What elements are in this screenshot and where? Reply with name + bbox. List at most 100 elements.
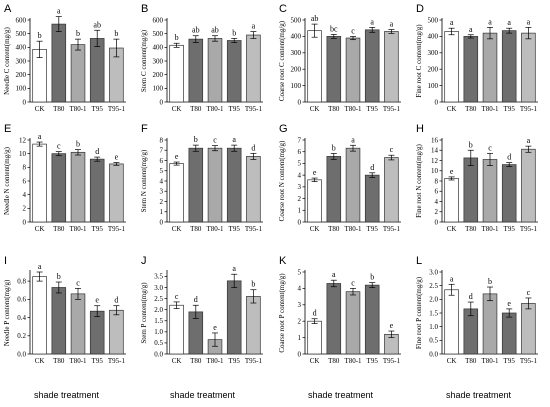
y-tick-label-j-6: 3.0 xyxy=(154,284,163,292)
y-tick-label-j-0: 0.0 xyxy=(154,350,163,358)
y-tick-label-b-2: 200 xyxy=(153,71,164,79)
category-label-j-0: CK xyxy=(172,357,182,365)
bar-f-3 xyxy=(226,147,242,223)
y-tick-label-i-4: 0.8 xyxy=(17,277,26,285)
y-tick-label-a-1: 100 xyxy=(16,85,27,93)
x-axis-label-col-1: shade treatment xyxy=(34,390,100,400)
bar-e-3 xyxy=(89,158,105,223)
category-label-g-4: T95-1 xyxy=(383,225,401,233)
category-label-d-3: T95 xyxy=(504,105,516,113)
bar-f-2 xyxy=(207,147,223,223)
category-label-i-3: T95 xyxy=(92,357,104,365)
category-label-h-1: T80 xyxy=(465,225,477,233)
category-label-k-1: T80 xyxy=(328,357,340,365)
y-tick-label-d-0: 0 xyxy=(435,98,439,106)
category-label-c-0: CK xyxy=(310,105,320,113)
y-tick-label-c-4: 400 xyxy=(291,33,302,41)
bar-d-3 xyxy=(501,30,517,103)
y-tick-label-c-0: 0 xyxy=(298,98,302,106)
sig-letter-d-1: a xyxy=(469,25,473,34)
x-axis-label-col-3: shade treatment xyxy=(308,390,374,400)
y-axis-title-b: Stem C content(mg/g) xyxy=(140,29,148,92)
y-tick-label-l-0: 0.0 xyxy=(429,350,438,358)
bar-g-3 xyxy=(364,174,380,223)
category-label-d-1: T80 xyxy=(465,105,477,113)
y-tick-label-h-1: 2 xyxy=(435,208,439,216)
y-tick-label-k-4: 4 xyxy=(298,285,302,293)
y-tick-label-j-1: 0.5 xyxy=(154,339,163,347)
y-tick-label-f-8: 8 xyxy=(160,136,164,144)
sig-letter-j-0: c xyxy=(175,292,179,301)
bar-b-2 xyxy=(207,38,223,103)
sig-letter-b-3: b xyxy=(232,28,236,37)
y-axis-title-l: Fine root P content(mg/g) xyxy=(415,276,423,349)
sig-letter-f-0: e xyxy=(175,152,179,161)
bar-j-4 xyxy=(246,296,261,355)
sig-letter-i-1: b xyxy=(57,272,61,281)
y-tick-label-a-6: 600 xyxy=(16,16,27,24)
y-tick-label-g-3: 3 xyxy=(298,183,302,191)
panel-letter-f: F xyxy=(141,123,148,135)
category-label-f-1: T80 xyxy=(190,225,202,233)
bar-k-3 xyxy=(364,284,380,355)
y-tick-label-c-3: 300 xyxy=(291,49,302,57)
bar-h-3 xyxy=(501,164,517,223)
category-label-a-2: T80-1 xyxy=(69,105,87,113)
y-tick-label-l-1: 0.5 xyxy=(429,337,438,345)
y-tick-label-g-7: 7 xyxy=(298,136,302,144)
category-label-d-2: T80-1 xyxy=(481,105,499,113)
bar-f-0 xyxy=(169,163,184,223)
category-label-j-2: T80-1 xyxy=(206,357,224,365)
y-axis-title-c: Coarse root C content(mg/g) xyxy=(278,20,286,101)
sig-letter-i-4: d xyxy=(114,296,118,305)
category-label-j-1: T80 xyxy=(190,357,202,365)
bar-f-1 xyxy=(188,147,204,223)
y-axis-title-h: Fine root N content(mg/g) xyxy=(415,143,423,217)
panel-letter-l: L xyxy=(416,255,422,267)
y-tick-label-e-0: 0 xyxy=(23,218,27,226)
y-tick-label-j-2: 1.0 xyxy=(154,328,163,336)
y-tick-label-c-5: 500 xyxy=(291,16,302,24)
bar-d-4 xyxy=(521,32,536,103)
sig-letter-h-2: c xyxy=(488,143,492,152)
sig-letter-l-4: c xyxy=(527,288,531,297)
category-label-j-3: T95 xyxy=(229,357,241,365)
sig-letter-a-1: a xyxy=(57,7,61,16)
y-tick-label-e-6: 12 xyxy=(19,136,27,144)
category-label-e-4: T95-1 xyxy=(108,225,126,233)
y-tick-label-h-8: 16 xyxy=(431,136,439,144)
y-tick-label-b-0: 0 xyxy=(160,98,164,106)
bar-e-2 xyxy=(70,151,86,223)
bar-g-0 xyxy=(307,179,322,223)
y-tick-label-d-4: 400 xyxy=(428,33,439,41)
sig-letter-a-4: b xyxy=(114,29,118,38)
y-tick-label-l-6: 3.0 xyxy=(429,268,438,276)
category-label-a-3: T95 xyxy=(92,105,104,113)
sig-letter-d-3: a xyxy=(507,18,511,27)
sig-letter-l-1: d xyxy=(469,292,473,301)
sig-letter-b-1: ab xyxy=(192,26,200,35)
sig-letter-d-4: a xyxy=(527,17,531,26)
bar-i-2 xyxy=(70,293,86,355)
bar-c-2 xyxy=(345,37,361,103)
sig-letter-h-3: d xyxy=(507,153,511,162)
sig-letter-a-2: b xyxy=(76,29,80,38)
y-axis-title-k: Coarse root P content(mg/g) xyxy=(278,273,286,353)
category-label-e-2: T80-1 xyxy=(69,225,87,233)
bar-i-4 xyxy=(109,309,124,355)
sig-letter-h-4: a xyxy=(527,136,531,145)
sig-letter-l-2: b xyxy=(488,277,492,286)
sig-letter-j-4: b xyxy=(251,280,255,289)
bar-l-0 xyxy=(444,289,459,355)
sig-letter-g-4: c xyxy=(390,145,394,154)
y-tick-label-l-4: 2.0 xyxy=(429,296,438,304)
y-tick-label-g-4: 4 xyxy=(298,171,302,179)
category-label-l-2: T80-1 xyxy=(481,357,499,365)
category-label-h-0: CK xyxy=(447,225,457,233)
y-tick-label-g-2: 2 xyxy=(298,195,302,203)
panel-letter-b: B xyxy=(141,3,148,15)
bar-a-3 xyxy=(89,38,105,103)
category-label-g-0: CK xyxy=(310,225,320,233)
category-label-g-3: T95 xyxy=(367,225,379,233)
category-label-c-4: T95-1 xyxy=(383,105,401,113)
